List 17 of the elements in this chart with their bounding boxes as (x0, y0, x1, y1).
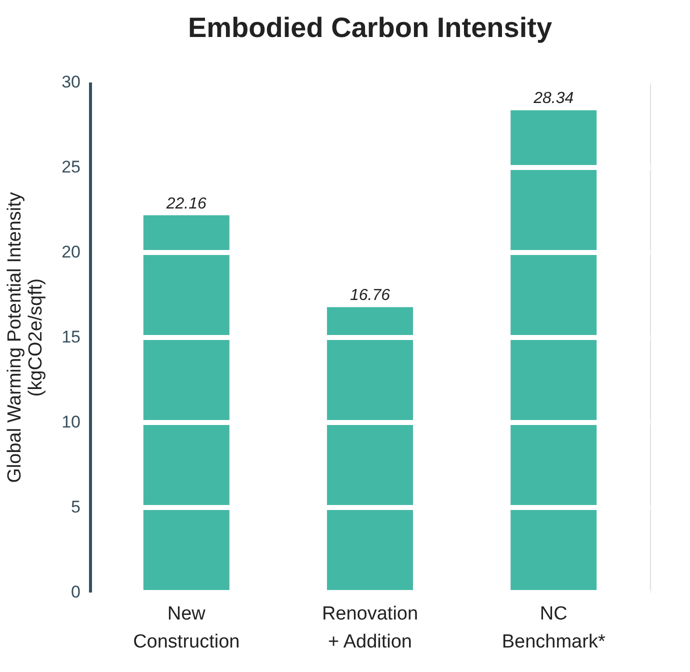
y-tick-label: 20 (62, 242, 80, 262)
y-axis-title: Global Warming Potential Intensity (kgCO2e/sqft) (4, 192, 47, 483)
x-tick-label: NC Benchmark* (502, 604, 606, 652)
chart-title: Embodied Carbon Intensity (188, 12, 552, 43)
bar (327, 307, 413, 592)
x-tick-label: Renovation + Addition (322, 604, 418, 652)
y-tick-label: 10 (62, 412, 80, 432)
data-label: 28.34 (532, 90, 574, 108)
x-tick-label: New Construction (133, 604, 240, 652)
y-tick-label: 25 (62, 158, 80, 176)
bar (143, 215, 230, 592)
y-tick-label: 30 (62, 72, 80, 92)
y-tick-label: 0 (71, 582, 80, 602)
data-label: 22.16 (165, 195, 207, 212)
y-tick-label: 15 (62, 328, 80, 346)
data-label: 16.76 (350, 287, 390, 304)
y-tick-label: 5 (71, 498, 80, 516)
